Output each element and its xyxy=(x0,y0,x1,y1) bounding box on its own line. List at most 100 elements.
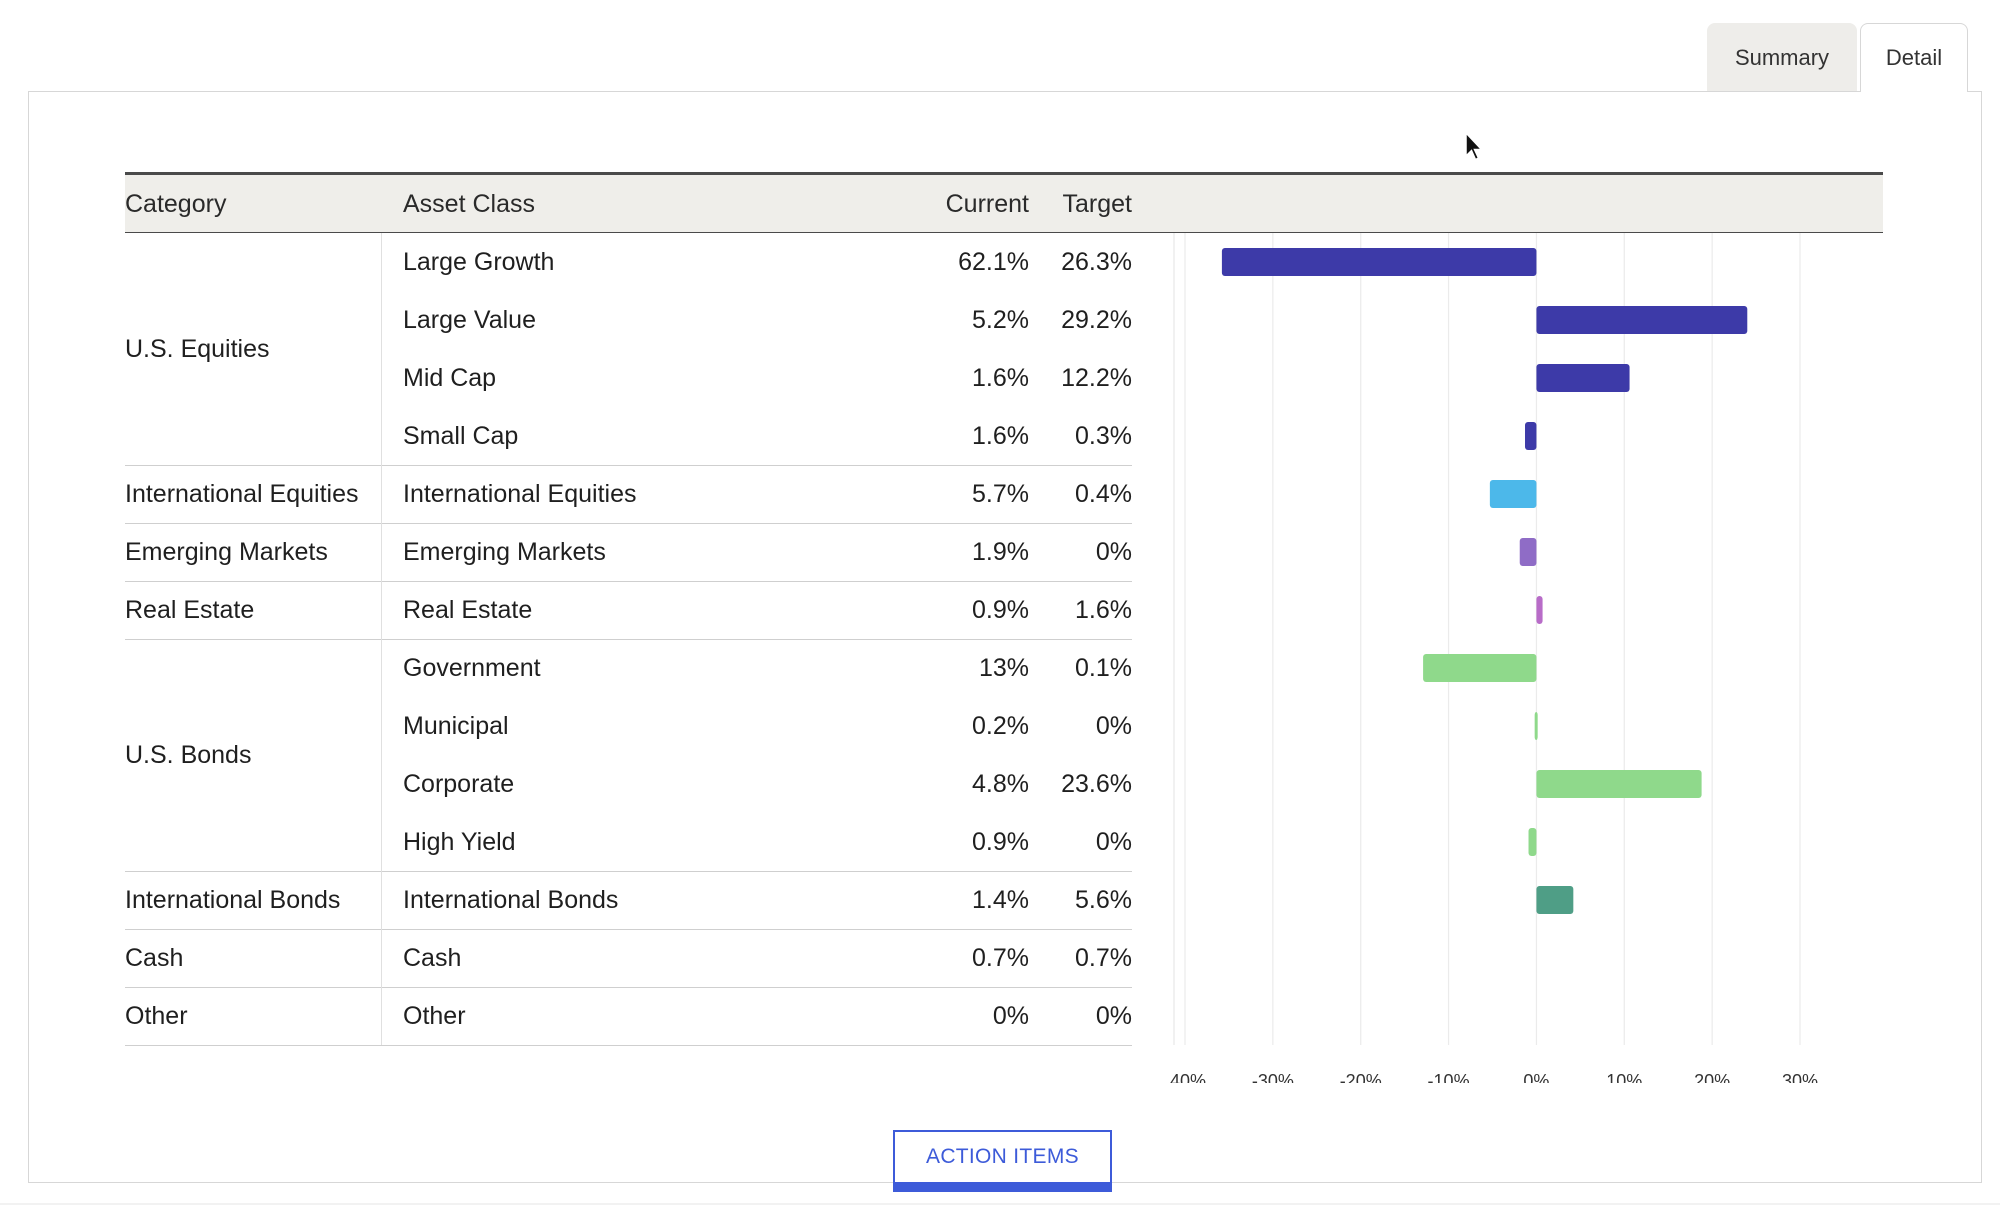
category-cell: Cash xyxy=(125,943,184,972)
column-divider xyxy=(381,987,382,1045)
column-divider xyxy=(381,523,382,581)
bottom-divider xyxy=(0,1203,2000,1205)
asset-class-cell: High Yield xyxy=(403,827,516,856)
asset-class-cell: Corporate xyxy=(403,769,515,798)
x-tick-label: -30% xyxy=(1252,1071,1294,1083)
x-tick-label: -20% xyxy=(1340,1071,1382,1083)
header-target: Target xyxy=(1062,189,1132,218)
asset-class-cell: Large Value xyxy=(403,305,536,334)
group-separator xyxy=(125,465,1132,466)
column-divider xyxy=(381,233,382,465)
table-row: Emerging Markets 1.9% 0% xyxy=(125,523,1132,581)
header-asset-class: Asset Class xyxy=(403,189,535,218)
bar-emerging-markets xyxy=(1519,538,1537,566)
bar-mid-cap xyxy=(1536,364,1630,392)
column-divider xyxy=(381,639,382,871)
table-row: High Yield 0.9% 0% xyxy=(125,813,1132,871)
x-tick-label: 10% xyxy=(1606,1071,1642,1083)
target-value-cell: 12.2% xyxy=(1061,363,1132,392)
allocation-table: Large Growth 62.1% 26.3% Large Value 5.2% 29.… xyxy=(125,233,1132,1083)
target-value-cell: 0% xyxy=(1095,537,1132,566)
asset-class-cell: Cash xyxy=(403,943,462,972)
bar-international-bonds xyxy=(1536,886,1574,914)
asset-class-cell: Emerging Markets xyxy=(403,537,606,566)
column-divider xyxy=(381,581,382,639)
asset-class-cell: International Equities xyxy=(403,479,637,508)
group-separator xyxy=(125,987,1132,988)
target-value-cell: 29.2% xyxy=(1061,305,1132,334)
asset-class-cell: International Bonds xyxy=(403,885,619,914)
table-row: Small Cap 1.6% 0.3% xyxy=(125,407,1132,465)
action-items-button[interactable]: ACTION ITEMS xyxy=(893,1130,1112,1192)
current-value-cell: 0.7% xyxy=(972,943,1029,972)
target-value-cell: 0.7% xyxy=(1075,943,1132,972)
table-row: Real Estate 0.9% 1.6% xyxy=(125,581,1132,639)
table-row: Mid Cap 1.6% 12.2% xyxy=(125,349,1132,407)
category-cell: Emerging Markets xyxy=(125,537,328,566)
current-value-cell: 5.2% xyxy=(972,305,1029,334)
category-cell: U.S. Equities xyxy=(125,334,270,363)
current-value-cell: 0.2% xyxy=(972,711,1029,740)
tab-detail[interactable]: Detail xyxy=(1860,23,1968,92)
group-separator xyxy=(125,1045,1132,1046)
target-value-cell: 0.1% xyxy=(1075,653,1132,682)
table-row: Large Value 5.2% 29.2% xyxy=(125,291,1132,349)
bar-large-growth xyxy=(1221,248,1537,276)
table-row: Municipal 0.2% 0% xyxy=(125,697,1132,755)
x-tick-label: -10% xyxy=(1428,1071,1470,1083)
mouse-cursor-icon xyxy=(1465,132,1484,161)
header-current: Current xyxy=(945,189,1029,218)
category-cell: International Bonds xyxy=(125,885,341,914)
column-divider xyxy=(381,465,382,523)
tab-summary[interactable]: Summary xyxy=(1707,23,1857,92)
bar-real-estate xyxy=(1536,596,1543,624)
x-tick-label: -40% xyxy=(1170,1071,1206,1083)
bar-small-cap xyxy=(1525,422,1537,450)
detail-panel xyxy=(28,91,1982,1183)
target-value-cell: 0.4% xyxy=(1075,479,1132,508)
x-tick-label: 0% xyxy=(1523,1071,1549,1083)
table-row: Government 13% 0.1% xyxy=(125,639,1132,697)
target-value-cell: 23.6% xyxy=(1061,769,1132,798)
asset-class-cell: Large Growth xyxy=(403,247,555,276)
target-value-cell: 0% xyxy=(1095,827,1132,856)
column-divider xyxy=(381,929,382,987)
table-row: Cash 0.7% 0.7% xyxy=(125,929,1132,987)
bar-corporate xyxy=(1536,770,1702,798)
asset-class-cell: Other xyxy=(403,1001,466,1030)
table-row: International Equities 5.7% 0.4% xyxy=(125,465,1132,523)
group-separator xyxy=(125,871,1132,872)
current-value-cell: 13% xyxy=(978,653,1029,682)
asset-class-cell: Municipal xyxy=(403,711,509,740)
current-value-cell: 4.8% xyxy=(972,769,1029,798)
asset-class-cell: Mid Cap xyxy=(403,363,497,392)
allocation-difference-chart: -40% -30% -20% -10% 0% 10% 20% 30% xyxy=(1170,233,1818,1083)
current-value-cell: 1.4% xyxy=(972,885,1029,914)
bar-government xyxy=(1423,654,1537,682)
current-value-cell: 1.9% xyxy=(972,537,1029,566)
category-cell: U.S. Bonds xyxy=(125,740,252,769)
current-value-cell: 5.7% xyxy=(972,479,1029,508)
current-value-cell: 62.1% xyxy=(958,247,1029,276)
asset-class-cell: Government xyxy=(403,653,541,682)
target-value-cell: 1.6% xyxy=(1075,595,1132,624)
bar-large-value xyxy=(1536,306,1748,334)
category-cell: Real Estate xyxy=(125,595,255,624)
current-value-cell: 1.6% xyxy=(972,363,1029,392)
group-separator xyxy=(125,929,1132,930)
table-row: Corporate 4.8% 23.6% xyxy=(125,755,1132,813)
group-separator xyxy=(125,523,1132,524)
target-value-cell: 0% xyxy=(1095,711,1132,740)
current-value-cell: 1.6% xyxy=(972,421,1029,450)
table-row: Large Growth 62.1% 26.3% xyxy=(125,233,1132,291)
column-divider xyxy=(381,871,382,929)
x-tick-label: 30% xyxy=(1782,1071,1818,1083)
group-separator xyxy=(125,581,1132,582)
bar-international-equities xyxy=(1489,480,1537,508)
header-category: Category xyxy=(125,189,227,218)
group-separator xyxy=(125,639,1132,640)
view-tabs: Summary Detail xyxy=(1707,23,1968,92)
current-value-cell: 0.9% xyxy=(972,595,1029,624)
table-row: International Bonds 1.4% 5.6% xyxy=(125,871,1132,929)
target-value-cell: 0% xyxy=(1095,1001,1132,1030)
